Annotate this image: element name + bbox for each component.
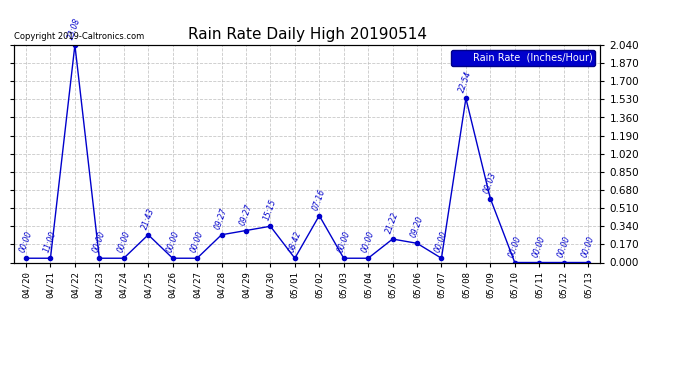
Legend: Rain Rate  (Inches/Hour): Rain Rate (Inches/Hour) [451,50,595,66]
Text: 21:22: 21:22 [384,211,401,235]
Text: 08:42: 08:42 [287,230,303,254]
Text: 11:00: 11:00 [43,230,59,254]
Text: 00:03: 00:03 [482,171,498,194]
Text: 09:20: 09:20 [409,215,425,239]
Text: 09:27: 09:27 [213,207,230,231]
Text: 23:08: 23:08 [67,17,83,41]
Text: 00:00: 00:00 [360,230,376,254]
Text: 00:00: 00:00 [506,234,523,258]
Text: 00:00: 00:00 [555,234,571,258]
Text: 00:00: 00:00 [433,230,449,254]
Text: 00:00: 00:00 [336,230,352,254]
Text: 00:00: 00:00 [91,230,108,254]
Text: 00:00: 00:00 [580,234,596,258]
Text: 00:00: 00:00 [165,230,181,254]
Text: 00:00: 00:00 [18,230,34,254]
Text: 00:00: 00:00 [531,234,547,258]
Text: 09:27: 09:27 [238,202,254,226]
Text: 00:00: 00:00 [116,230,132,254]
Text: 15:15: 15:15 [262,198,278,222]
Text: 22:54: 22:54 [458,70,474,94]
Title: Rain Rate Daily High 20190514: Rain Rate Daily High 20190514 [188,27,426,42]
Text: 00:00: 00:00 [189,230,205,254]
Text: 07:16: 07:16 [311,188,327,211]
Text: Copyright 2019-Caltronics.com: Copyright 2019-Caltronics.com [14,32,144,40]
Text: 21:43: 21:43 [140,207,156,231]
